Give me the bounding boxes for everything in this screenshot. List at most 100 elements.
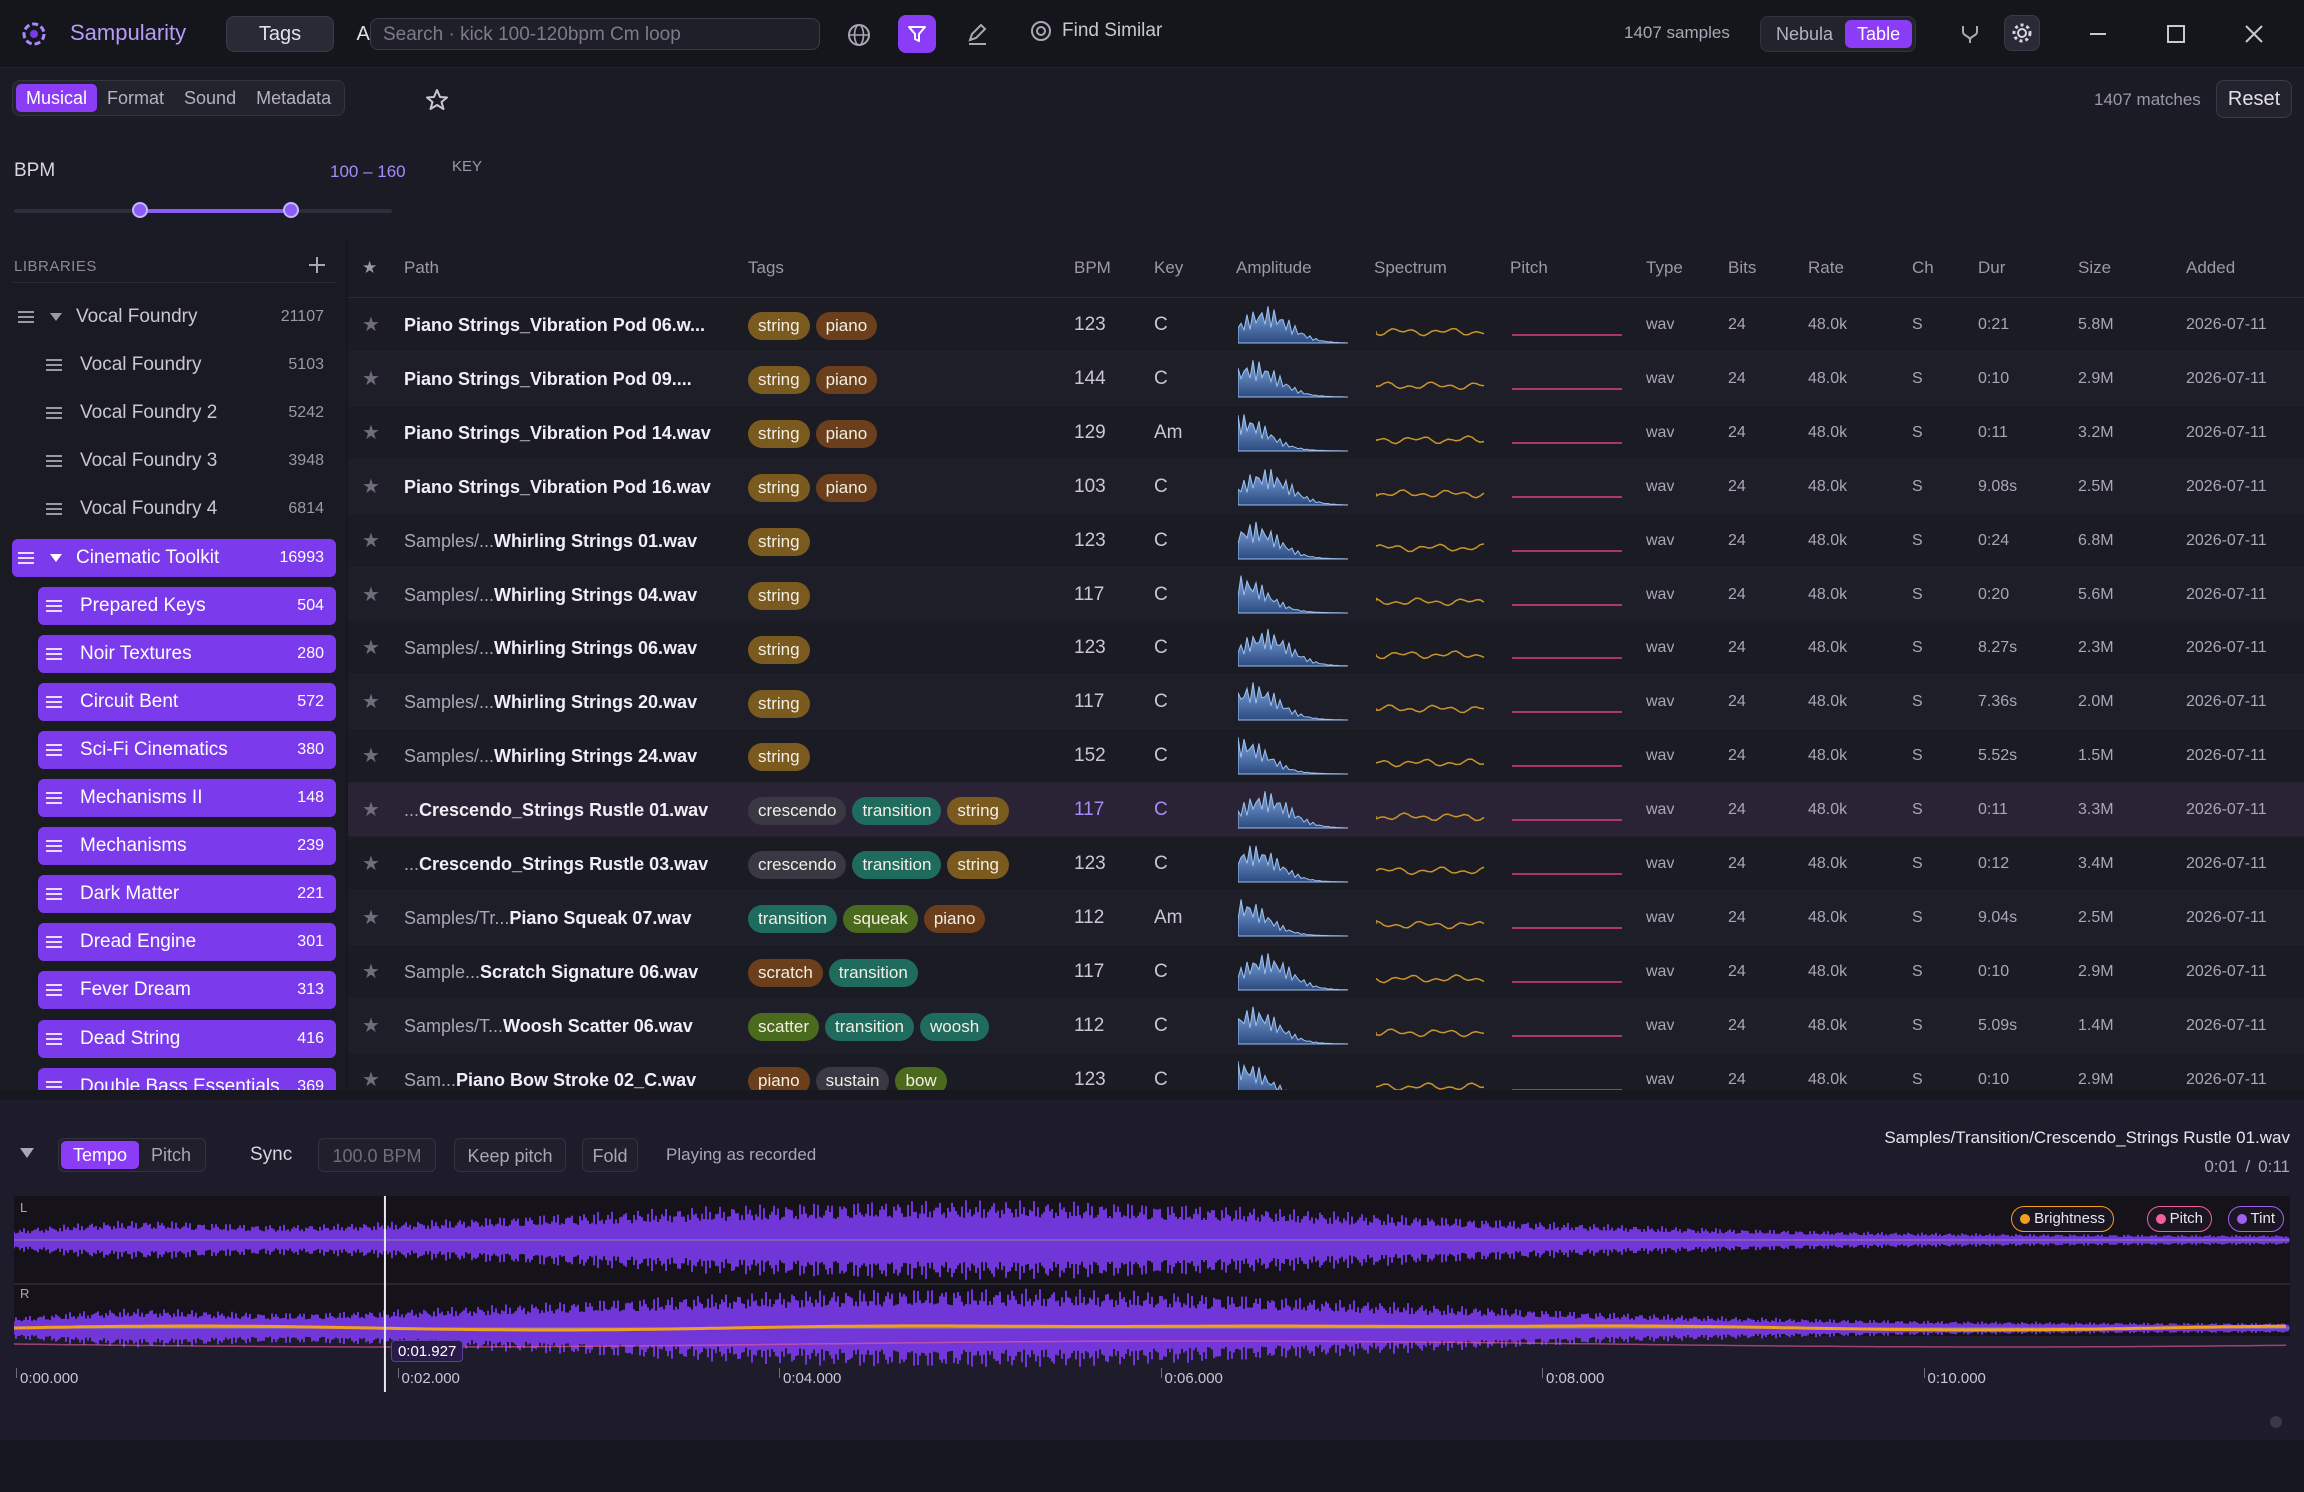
path-cell[interactable]: Samples/T...Woosh Scatter 06.wav [404,999,740,1053]
drag-handle-icon[interactable] [18,551,34,564]
column-header-tags[interactable]: Tags [748,258,784,277]
library-item[interactable]: Dread Engine 301 [38,923,336,962]
tag-chip[interactable]: crescendo [748,851,847,880]
globe-icon[interactable] [846,22,872,48]
sync-label[interactable]: Sync [250,1144,293,1165]
tag-chip[interactable]: string [748,366,810,395]
drag-handle-icon[interactable] [46,840,62,853]
reset-button[interactable]: Reset [2216,80,2292,118]
column-header-path[interactable]: Path [404,258,439,277]
pencil-icon[interactable] [966,22,990,46]
drag-handle-icon[interactable] [46,455,62,468]
collapse-triangle-icon[interactable] [18,1146,36,1160]
tag-chip[interactable]: string [748,527,810,556]
waveform-display[interactable] [14,1196,2290,1492]
corner-resize-icon[interactable] [2268,1414,2284,1430]
row-star-icon[interactable]: ★ [362,583,380,606]
drag-handle-icon[interactable] [46,743,62,756]
column-header-ch[interactable]: Ch [1912,258,1934,277]
library-item[interactable]: Sci-Fi Cinematics 380 [38,730,336,769]
path-cell[interactable]: Piano Strings_Vibration Pod 09.... [404,352,740,406]
tag-chip[interactable]: piano [815,420,878,449]
path-cell[interactable]: Samples/...Whirling Strings 20.wav [404,675,740,729]
tag-chip[interactable]: piano [923,905,986,934]
maximize-icon[interactable] [2164,22,2188,46]
row-star-icon[interactable]: ★ [362,314,380,336]
library-item[interactable]: Cinematic Toolkit 16993 [12,538,336,577]
row-star-icon[interactable]: ★ [362,906,380,929]
column-header-added[interactable]: Added [2186,258,2236,277]
column-header-amp[interactable]: Amplitude [1236,258,1312,277]
pitch-tab[interactable]: Pitch [151,1145,192,1165]
tag-chip[interactable]: string [947,851,1009,880]
tag-chip[interactable]: sustain [815,1066,890,1090]
expand-triangle-icon[interactable] [50,553,62,562]
column-header-type[interactable]: Type [1646,258,1683,277]
row-star-icon[interactable]: ★ [362,637,380,660]
drag-handle-icon[interactable] [46,792,62,804]
tag-chip[interactable]: string [748,635,810,664]
column-header-star[interactable]: ★ [362,258,378,277]
path-cell[interactable]: Sample...Scratch Signature 06.wav [404,945,740,999]
row-star-icon[interactable]: ★ [362,421,380,444]
library-item[interactable]: Vocal Foundry 5103 [38,346,336,384]
table-row[interactable]: ★ ...Crescendo_Strings Rustle 01.wav cresc… [348,783,2304,838]
table-row[interactable]: ★ Samples/...Whirling Strings 20.wav strin… [348,675,2304,730]
library-item[interactable]: Vocal Foundry 4 6814 [38,490,336,528]
path-cell[interactable]: Samples/...Whirling Strings 01.wav [404,514,740,568]
add-library-icon[interactable] [306,254,328,276]
legend-brightness[interactable]: Brightness [2011,1206,2114,1232]
table-row[interactable]: ★ Samples/...Whirling Strings 01.wav strin… [348,513,2304,568]
drag-handle-icon[interactable] [46,599,62,612]
filter-tab-sound[interactable]: Sound [184,88,237,108]
fold-button[interactable]: Fold [582,1138,638,1172]
tags-button[interactable]: Tags [226,16,334,52]
drag-handle-icon[interactable] [46,647,62,660]
table-row[interactable]: ★ Piano Strings_Vibration Pod 16.wav strin… [348,459,2304,514]
filter-tab-musical[interactable]: Musical [16,84,98,112]
table-row[interactable]: ★ Sam...Piano Bow Stroke 02_C.wav piano sus… [348,1052,2304,1090]
row-star-icon[interactable]: ★ [362,475,380,498]
table-row[interactable]: ★ Piano Strings_Vibration Pod 14.wav strin… [348,405,2304,460]
bpm-field[interactable]: 100.0 BPM [318,1138,436,1172]
row-star-icon[interactable]: ★ [362,1068,380,1090]
bpm-max-handle[interactable] [283,202,300,218]
tag-chip[interactable]: transition [825,1012,915,1041]
tag-chip[interactable]: scatter [748,1012,820,1041]
library-item[interactable]: Dark Matter 221 [38,875,336,914]
column-header-bpm[interactable]: BPM [1074,258,1111,277]
tempo-tab[interactable]: Tempo [61,1141,140,1169]
tag-chip[interactable]: squeak [842,905,918,934]
view-nebula-button[interactable]: Nebula [1776,24,1834,44]
filter-tab-format[interactable]: Format [107,88,165,108]
tag-chip[interactable]: piano [815,473,878,502]
library-item[interactable]: Dead String 416 [38,1019,336,1058]
path-cell[interactable]: Samples/...Whirling Strings 24.wav [404,729,740,783]
tag-chip[interactable]: string [748,312,810,341]
table-row[interactable]: ★ Piano Strings_Vibration Pod 06.w... stri… [348,298,2304,352]
filter-tab-metadata[interactable]: Metadata [256,88,332,108]
column-header-dur[interactable]: Dur [1978,258,2006,277]
path-cell[interactable]: Sam...Piano Bow Stroke 02_C.wav [404,1053,740,1090]
bpm-min-handle[interactable] [132,202,148,218]
star-icon[interactable] [424,87,450,113]
tag-chip[interactable]: transition [852,797,942,826]
drag-handle-icon[interactable] [46,407,62,420]
column-header-key[interactable]: Key [1154,258,1184,277]
library-item[interactable]: Prepared Keys 504 [38,586,336,625]
branch-icon[interactable] [1958,22,1982,46]
library-item[interactable]: Vocal Foundry 2 5242 [38,394,336,432]
row-star-icon[interactable]: ★ [362,367,380,390]
view-table-button[interactable]: Table [1845,20,1913,48]
tag-chip[interactable]: transition [852,851,942,880]
tag-chip[interactable]: crescendo [748,797,847,826]
column-header-spec[interactable]: Spectrum [1374,258,1447,277]
path-cell[interactable]: ...Crescendo_Strings Rustle 03.wav [404,837,740,891]
library-item[interactable]: Noir Textures 280 [38,634,336,673]
table-row[interactable]: ★ Piano Strings_Vibration Pod 09.... strin… [348,351,2304,406]
find-similar-button[interactable]: Find Similar [1030,20,1162,42]
drag-handle-icon[interactable] [46,936,62,949]
path-cell[interactable]: ...Crescendo_Strings Rustle 01.wav [404,783,740,837]
path-cell[interactable]: Samples/Tr...Piano Squeak 07.wav [404,891,740,945]
library-item[interactable]: Circuit Bent 572 [38,682,336,721]
